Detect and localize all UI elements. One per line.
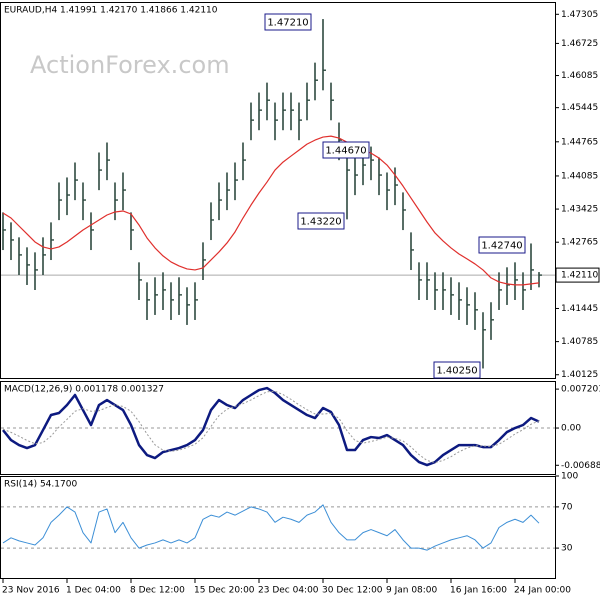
x-tick-label: 30 Dec 12:00 [322,586,383,596]
series-line [2,504,540,551]
y-tick-label: 100 [561,472,578,482]
y-tick-label: 0.007201 [561,385,600,395]
annotation-box [322,141,370,159]
y-tick-label: 1.45445 [561,103,598,113]
x-tick-label: 16 Jan 16:00 [450,586,507,596]
y-tick-label: 1.44085 [561,171,598,181]
moving-average [2,135,540,286]
y-tick-label: 1.41445 [561,304,598,314]
annotation-box [478,236,526,254]
y-tick-label: 1.43425 [561,205,598,215]
y-tick-label: 1.42765 [561,238,598,248]
annotation-box [433,361,481,379]
y-tick-label: 1.40785 [561,337,598,347]
x-tick-label: 23 Nov 2016 [2,586,60,596]
last-price-box [555,267,600,283]
last-price-label: 1.42110 [561,271,598,281]
y-tick-label: 1.44765 [561,137,598,147]
x-tick-label: 8 Dec 12:00 [130,586,185,596]
x-tick-label: 23 Dec 04:00 [258,586,319,596]
y-tick-label: 70 [561,502,573,512]
annotation-label: 1.44670 [325,146,366,157]
rsi-panel [0,476,556,579]
annotation-box [297,212,345,230]
annotation-label: 1.40250 [436,366,477,377]
price-panel [0,2,556,379]
watermark: ActionForex.com [30,51,230,79]
annotation-label: 1.42740 [481,241,522,252]
panel-title: EURAUD,H4 1.41991 1.42170 1.41866 1.4211… [4,6,218,16]
panel-title: RSI(14) 54.1700 [4,480,77,490]
y-tick-label: 1.46725 [561,39,598,49]
annotation-label: 1.47210 [267,18,308,29]
x-tick-label: 1 Dec 04:00 [66,586,121,596]
y-tick-label: 1.40125 [561,370,598,380]
annotation-box [264,13,312,31]
x-tick-label: 15 Dec 20:00 [194,586,255,596]
y-tick-label: -0.006888 [561,461,600,471]
y-tick-label: 0.00 [561,424,581,434]
x-tick-label: 9 Jan 08:00 [386,586,438,596]
panel-title: MACD(12,26,9) 0.001178 0.001327 [4,385,164,395]
y-tick-label: 30 [561,544,573,554]
annotation-label: 1.43220 [300,217,341,228]
x-tick-label: 24 Jan 00:00 [514,586,571,596]
y-tick-label: 1.46085 [561,71,598,81]
y-tick-label: 1.47305 [561,10,598,20]
series-line [2,386,540,467]
